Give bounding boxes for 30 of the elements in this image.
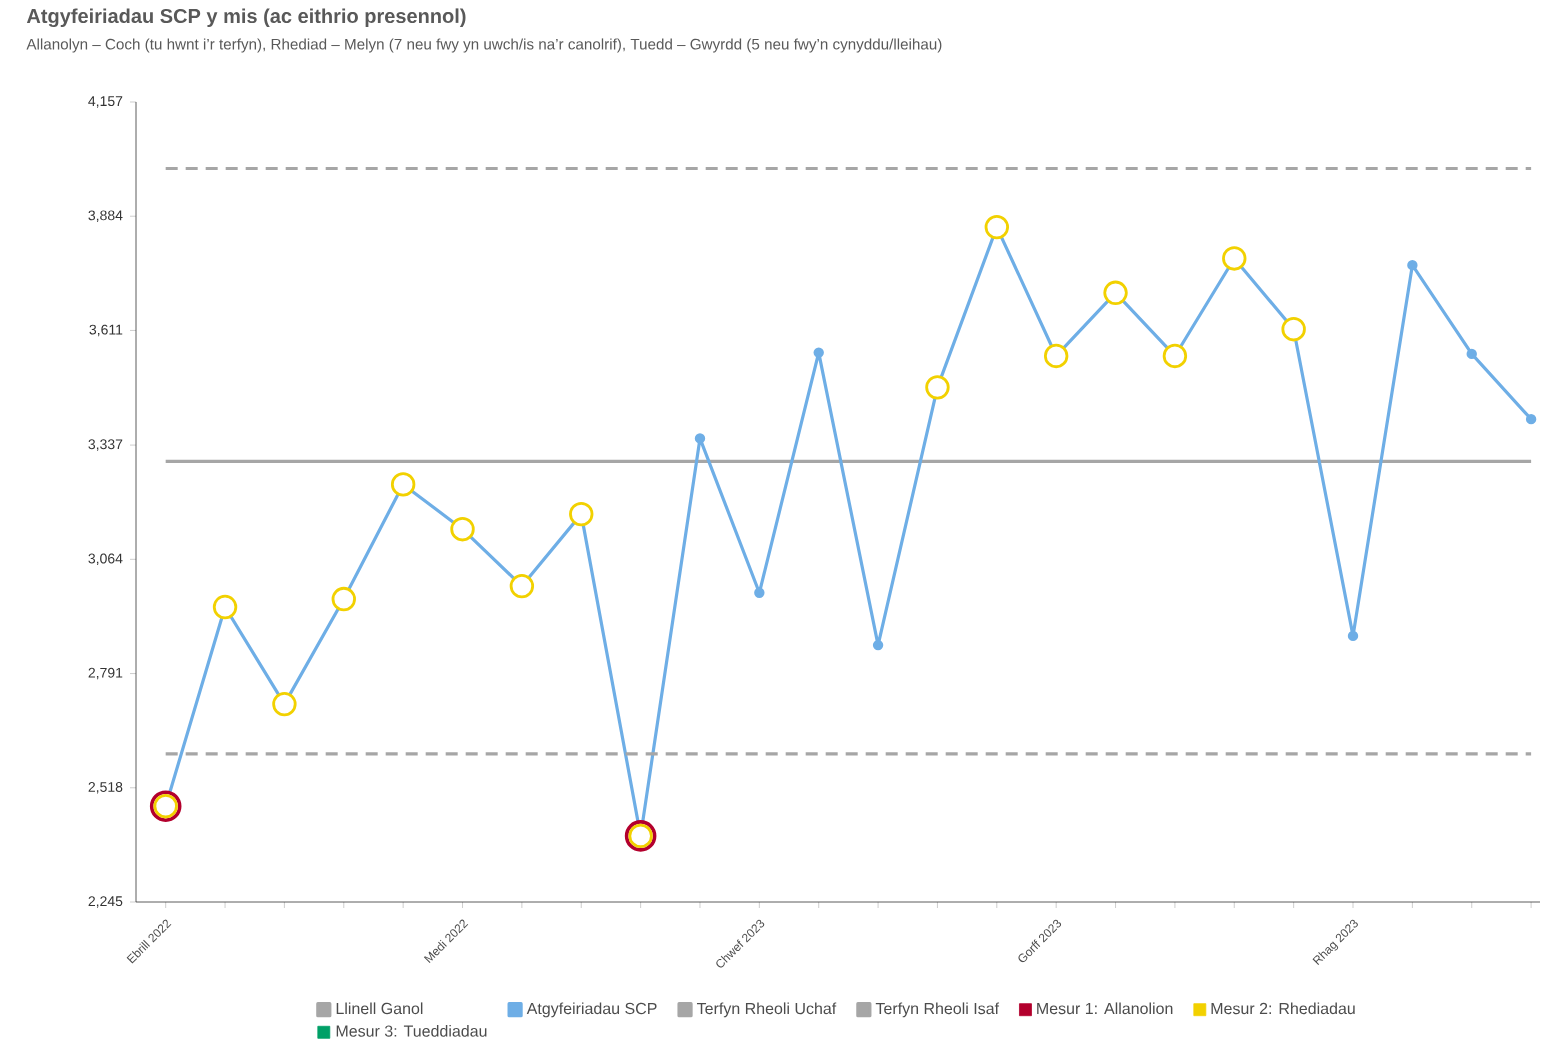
chart-title: Atgyfeiriadau SCP y mis (ac eithrio presennol) <box>26 8 466 28</box>
point <box>1043 343 1069 369</box>
point <box>450 516 475 542</box>
point <box>1466 348 1477 360</box>
point <box>813 347 824 358</box>
point <box>331 586 356 612</box>
point <box>872 639 884 651</box>
point <box>754 587 765 598</box>
legend-label: Llinell Ganol <box>336 1002 423 1015</box>
point <box>509 573 535 599</box>
point <box>1103 280 1128 305</box>
point <box>1281 316 1306 342</box>
legend-label: Atgyfeiriadau SCP <box>526 1002 657 1018</box>
legend-label: Terfyn Rheoli Uchaf <box>696 1002 837 1018</box>
point <box>212 594 238 620</box>
point <box>1525 413 1537 425</box>
point <box>694 433 706 444</box>
point <box>272 691 297 717</box>
legend-label: Mesur 3: Tueddiadau <box>336 1024 487 1037</box>
point <box>1347 630 1359 642</box>
point <box>1407 259 1418 271</box>
point <box>1162 343 1188 369</box>
point <box>569 501 594 527</box>
point <box>925 375 950 400</box>
point <box>984 214 1010 240</box>
point <box>390 472 416 497</box>
legend-label: Mesur 2: Rhediadau <box>1211 1002 1355 1015</box>
point <box>1222 246 1247 271</box>
legend-label: Mesur 1: Allanolion <box>1037 1002 1173 1015</box>
legend-label: Terfyn Rheoli Isaf <box>875 1002 1000 1018</box>
